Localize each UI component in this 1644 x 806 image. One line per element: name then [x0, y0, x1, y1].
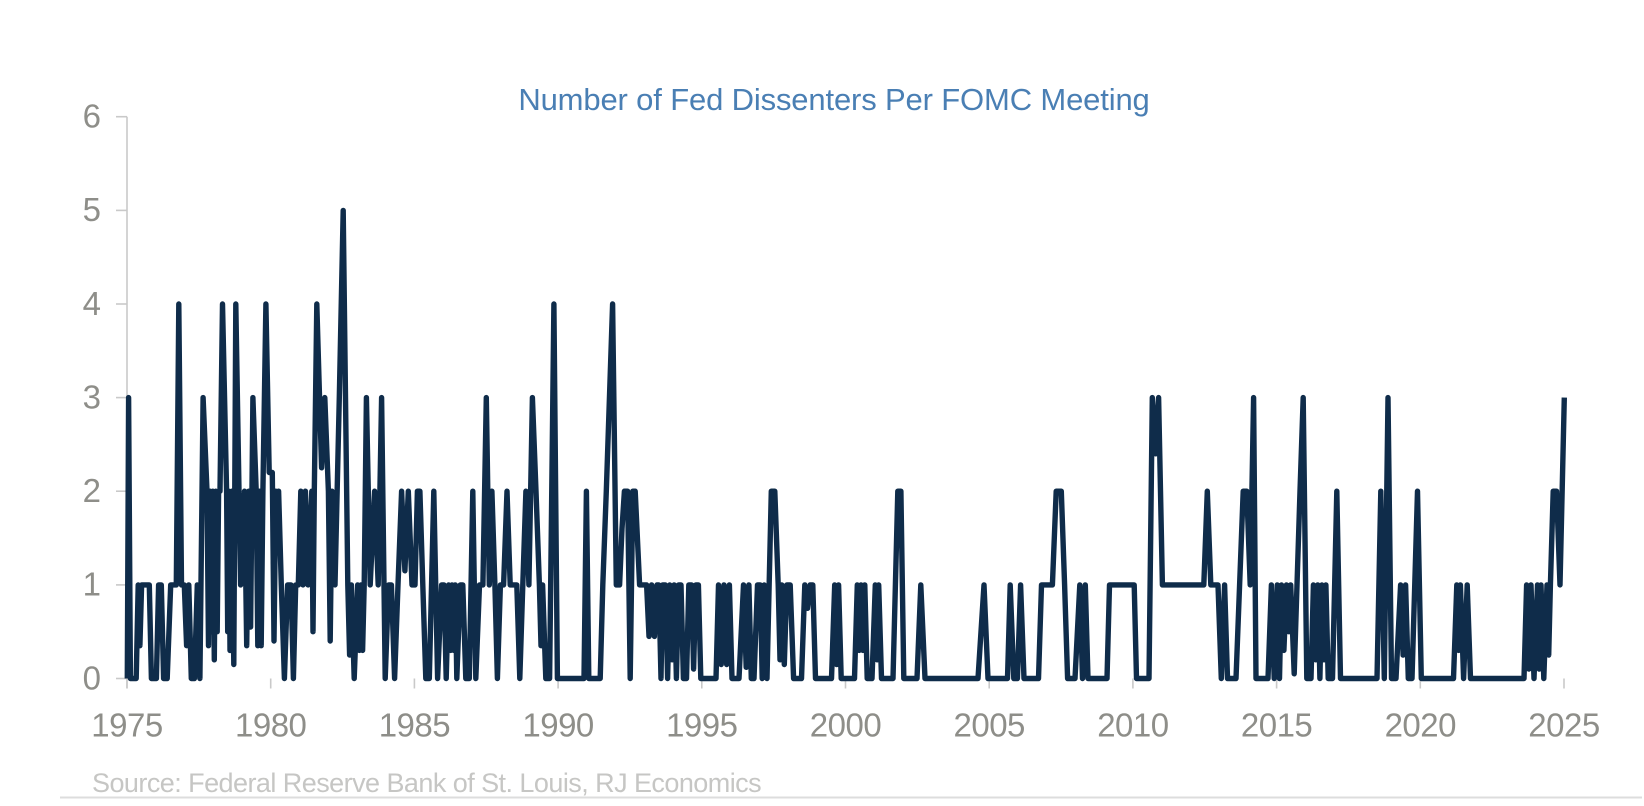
svg-text:3: 3: [83, 378, 101, 415]
svg-text:Source: Federal Reserve Bank o: Source: Federal Reserve Bank of St. Loui…: [92, 768, 761, 798]
svg-text:1980: 1980: [235, 707, 307, 744]
svg-text:2015: 2015: [1241, 707, 1312, 744]
svg-text:2010: 2010: [1097, 707, 1169, 744]
svg-text:4: 4: [83, 285, 101, 322]
svg-text:2025: 2025: [1528, 707, 1599, 744]
svg-text:1: 1: [83, 566, 101, 603]
svg-text:2005: 2005: [953, 707, 1024, 744]
svg-text:1995: 1995: [666, 707, 737, 744]
svg-text:6: 6: [83, 98, 101, 135]
svg-text:Number of Fed Dissenters Per F: Number of Fed Dissenters Per FOMC Meetin…: [518, 82, 1149, 117]
svg-text:2: 2: [83, 472, 101, 509]
svg-text:5: 5: [83, 191, 101, 228]
svg-text:2000: 2000: [810, 707, 882, 744]
svg-text:1975: 1975: [91, 707, 162, 744]
svg-text:1985: 1985: [379, 707, 450, 744]
svg-text:2020: 2020: [1385, 707, 1457, 744]
svg-text:0: 0: [83, 659, 101, 696]
svg-text:1990: 1990: [522, 707, 594, 744]
